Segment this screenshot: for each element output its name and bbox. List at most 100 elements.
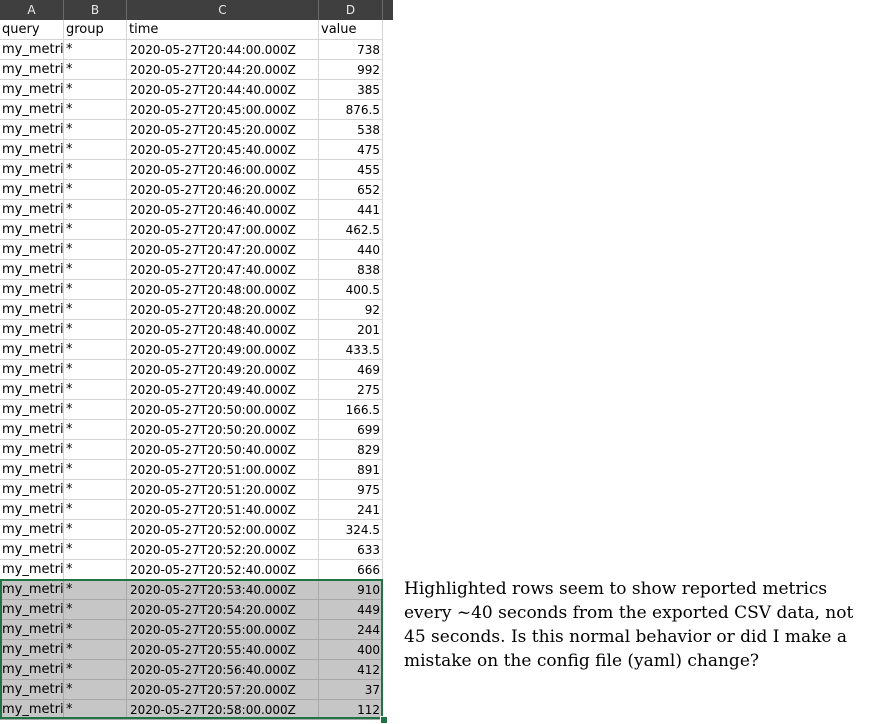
cell-time[interactable]: 2020-05-27T20:45:40.000Z — [127, 140, 319, 160]
column-header-b[interactable]: B — [64, 0, 127, 20]
cell-value[interactable]: 738 — [319, 40, 383, 60]
cell-query[interactable]: my_metri — [0, 360, 64, 380]
cell-time[interactable]: 2020-05-27T20:51:20.000Z — [127, 480, 319, 500]
column-header-c[interactable]: C — [127, 0, 319, 20]
cell-value[interactable]: 838 — [319, 260, 383, 280]
cell-group[interactable]: * — [64, 540, 127, 560]
cell-group[interactable]: * — [64, 400, 127, 420]
cell-query[interactable]: my_metri — [0, 60, 64, 80]
cell-query[interactable]: my_metri — [0, 520, 64, 540]
cell-value[interactable]: 275 — [319, 380, 383, 400]
cell-group[interactable]: * — [64, 440, 127, 460]
cell-query[interactable]: my_metri — [0, 240, 64, 260]
cell-value[interactable]: 910 — [319, 580, 383, 600]
cell-value[interactable]: 449 — [319, 600, 383, 620]
header-cell-group[interactable]: group — [64, 20, 127, 40]
cell-time[interactable]: 2020-05-27T20:51:40.000Z — [127, 500, 319, 520]
cell-time[interactable]: 2020-05-27T20:48:40.000Z — [127, 320, 319, 340]
cell-group[interactable]: * — [64, 260, 127, 280]
cell-value[interactable]: 201 — [319, 320, 383, 340]
cell-value[interactable]: 412 — [319, 660, 383, 680]
cell-group[interactable]: * — [64, 180, 127, 200]
cell-time[interactable]: 2020-05-27T20:58:00.000Z — [127, 700, 319, 720]
cell-time[interactable]: 2020-05-27T20:55:00.000Z — [127, 620, 319, 640]
cell-query[interactable]: my_metri — [0, 320, 64, 340]
header-cell-query[interactable]: query — [0, 20, 64, 40]
cell-query[interactable]: my_metri — [0, 200, 64, 220]
cell-time[interactable]: 2020-05-27T20:51:00.000Z — [127, 460, 319, 480]
cell-group[interactable]: * — [64, 620, 127, 640]
cell-group[interactable]: * — [64, 280, 127, 300]
cell-time[interactable]: 2020-05-27T20:54:20.000Z — [127, 600, 319, 620]
cell-query[interactable]: my_metri — [0, 260, 64, 280]
cell-query[interactable]: my_metri — [0, 560, 64, 580]
cell-value[interactable]: 538 — [319, 120, 383, 140]
cell-group[interactable]: * — [64, 340, 127, 360]
cell-group[interactable]: * — [64, 160, 127, 180]
cell-value[interactable]: 244 — [319, 620, 383, 640]
cell-group[interactable]: * — [64, 200, 127, 220]
cell-value[interactable]: 433.5 — [319, 340, 383, 360]
cell-query[interactable]: my_metri — [0, 600, 64, 620]
cell-time[interactable]: 2020-05-27T20:56:40.000Z — [127, 660, 319, 680]
cell-value[interactable]: 462.5 — [319, 220, 383, 240]
fill-handle[interactable] — [380, 716, 388, 724]
cell-query[interactable]: my_metri — [0, 400, 64, 420]
cell-query[interactable]: my_metri — [0, 580, 64, 600]
cell-value[interactable]: 633 — [319, 540, 383, 560]
cell-group[interactable]: * — [64, 220, 127, 240]
cell-value[interactable]: 992 — [319, 60, 383, 80]
cell-time[interactable]: 2020-05-27T20:52:40.000Z — [127, 560, 319, 580]
cell-query[interactable]: my_metri — [0, 480, 64, 500]
cell-query[interactable]: my_metri — [0, 280, 64, 300]
cell-time[interactable]: 2020-05-27T20:49:00.000Z — [127, 340, 319, 360]
cell-value[interactable]: 37 — [319, 680, 383, 700]
cell-group[interactable]: * — [64, 140, 127, 160]
cell-group[interactable]: * — [64, 100, 127, 120]
cell-value[interactable]: 891 — [319, 460, 383, 480]
cell-group[interactable]: * — [64, 40, 127, 60]
cell-query[interactable]: my_metri — [0, 220, 64, 240]
cell-value[interactable]: 241 — [319, 500, 383, 520]
cell-query[interactable]: my_metri — [0, 620, 64, 640]
cell-query[interactable]: my_metri — [0, 80, 64, 100]
cell-time[interactable]: 2020-05-27T20:55:40.000Z — [127, 640, 319, 660]
cell-query[interactable]: my_metri — [0, 160, 64, 180]
column-header-d[interactable]: D — [319, 0, 383, 20]
cell-value[interactable]: 475 — [319, 140, 383, 160]
cell-query[interactable]: my_metri — [0, 120, 64, 140]
cell-group[interactable]: * — [64, 300, 127, 320]
cell-time[interactable]: 2020-05-27T20:47:20.000Z — [127, 240, 319, 260]
cell-group[interactable]: * — [64, 460, 127, 480]
cell-value[interactable]: 876.5 — [319, 100, 383, 120]
cell-query[interactable]: my_metri — [0, 640, 64, 660]
cell-query[interactable]: my_metri — [0, 40, 64, 60]
cell-value[interactable]: 112 — [319, 700, 383, 720]
cell-group[interactable]: * — [64, 360, 127, 380]
cell-time[interactable]: 2020-05-27T20:50:00.000Z — [127, 400, 319, 420]
cell-group[interactable]: * — [64, 640, 127, 660]
cell-value[interactable]: 400 — [319, 640, 383, 660]
cell-query[interactable]: my_metri — [0, 440, 64, 460]
cell-group[interactable]: * — [64, 500, 127, 520]
cell-time[interactable]: 2020-05-27T20:47:00.000Z — [127, 220, 319, 240]
cell-query[interactable]: my_metri — [0, 680, 64, 700]
cell-group[interactable]: * — [64, 580, 127, 600]
cell-time[interactable]: 2020-05-27T20:46:00.000Z — [127, 160, 319, 180]
cell-time[interactable]: 2020-05-27T20:48:20.000Z — [127, 300, 319, 320]
cell-group[interactable]: * — [64, 120, 127, 140]
cell-value[interactable]: 441 — [319, 200, 383, 220]
cell-group[interactable]: * — [64, 600, 127, 620]
cell-value[interactable]: 324.5 — [319, 520, 383, 540]
cell-time[interactable]: 2020-05-27T20:44:00.000Z — [127, 40, 319, 60]
cell-query[interactable]: my_metri — [0, 500, 64, 520]
cell-group[interactable]: * — [64, 60, 127, 80]
cell-time[interactable]: 2020-05-27T20:52:00.000Z — [127, 520, 319, 540]
cell-query[interactable]: my_metri — [0, 100, 64, 120]
cell-value[interactable]: 385 — [319, 80, 383, 100]
cell-group[interactable]: * — [64, 420, 127, 440]
cell-time[interactable]: 2020-05-27T20:49:40.000Z — [127, 380, 319, 400]
cell-value[interactable]: 400.5 — [319, 280, 383, 300]
cell-group[interactable]: * — [64, 240, 127, 260]
cell-time[interactable]: 2020-05-27T20:49:20.000Z — [127, 360, 319, 380]
